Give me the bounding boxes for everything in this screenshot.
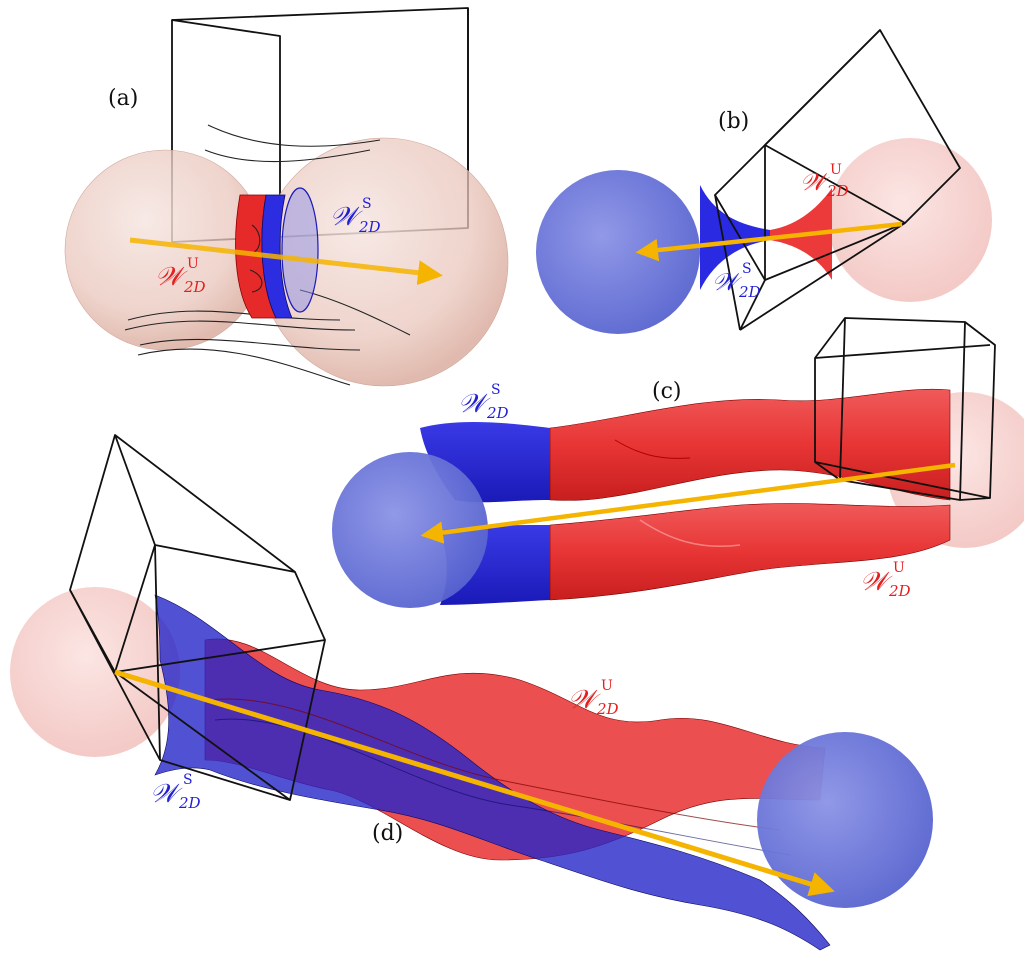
panel-a: (a) 𝒲 S 2D 𝒲 U 2D <box>64 7 509 387</box>
panel-b-stable-sphere <box>536 170 700 334</box>
svg-text:2D: 2D <box>358 218 381 236</box>
panel-a-streamlines <box>124 124 411 386</box>
panel-d-label: (d) <box>372 821 403 846</box>
panel-c-unstable-tube-lower <box>549 503 951 601</box>
svg-text:S: S <box>742 261 752 277</box>
panel-a-arrow <box>129 237 443 286</box>
svg-text:2D: 2D <box>178 794 201 812</box>
svg-text:S: S <box>183 772 193 788</box>
panel-c-arrow <box>420 462 956 544</box>
panel-d-stable-sphere <box>757 732 933 908</box>
panel-d-box <box>69 434 326 801</box>
panel-b-box <box>714 29 961 331</box>
svg-text:2D: 2D <box>486 404 509 422</box>
panel-c-stable-sphere <box>332 452 488 608</box>
panel-b-arrow <box>635 221 903 262</box>
svg-text:U: U <box>187 256 199 272</box>
svg-text:2D: 2D <box>596 700 619 718</box>
svg-text:S: S <box>362 196 372 212</box>
panel-c-unstable-label: 𝒲 U 2D <box>860 560 911 600</box>
panel-d-stable-ribbon <box>154 594 831 951</box>
panel-d: (d) 𝒲 U 2D 𝒲 S 2D <box>10 434 933 951</box>
panel-b-label: (b) <box>718 109 749 134</box>
panel-b-stable-label: 𝒲 S 2D <box>712 261 761 301</box>
panel-d-arrow <box>114 669 835 897</box>
svg-text:U: U <box>893 560 905 576</box>
svg-text:U: U <box>830 162 842 178</box>
svg-text:2D: 2D <box>738 283 761 301</box>
svg-text:S: S <box>491 382 501 398</box>
panel-b: (b) 𝒲 U 2D 𝒲 S 2D <box>536 29 992 334</box>
panel-c-stable-label: 𝒲 S 2D <box>458 382 509 422</box>
panel-b-unstable-sphere <box>828 138 992 302</box>
svg-text:2D: 2D <box>888 582 911 600</box>
panel-a-stable-ring <box>281 187 319 313</box>
panel-c-label: (c) <box>652 379 682 404</box>
panel-d-unstable-sphere <box>10 587 180 757</box>
svg-text:2D: 2D <box>183 278 206 296</box>
panel-d-stable-label: 𝒲 S 2D <box>150 772 201 812</box>
svg-text:U: U <box>601 678 613 694</box>
panel-c-unstable-tube-upper <box>549 388 951 501</box>
svg-text:2D: 2D <box>826 182 849 200</box>
panel-d-unstable-label: 𝒲 U 2D <box>568 678 619 718</box>
panel-c-box <box>814 317 996 501</box>
panel-c: (c) 𝒲 S 2D 𝒲 U 2D <box>332 317 1024 608</box>
panel-a-label: (a) <box>108 86 138 111</box>
